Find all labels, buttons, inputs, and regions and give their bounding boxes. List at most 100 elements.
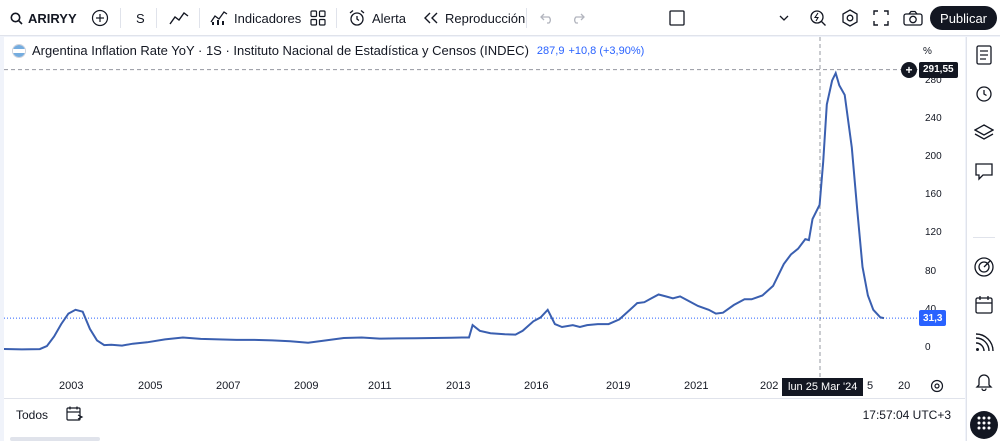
target-icon bbox=[973, 256, 995, 283]
horizontal-scrollbar[interactable] bbox=[10, 437, 100, 441]
chevron-down-icon bbox=[779, 14, 789, 22]
search-icon bbox=[10, 12, 23, 25]
last-value-label: 31,3 bbox=[923, 312, 943, 324]
argentina-flag-icon bbox=[12, 43, 26, 58]
line-chart-icon bbox=[169, 10, 189, 26]
interval-label: S bbox=[136, 10, 145, 26]
x-tick-label: 20 bbox=[898, 380, 911, 392]
replay-label: Reproducción bbox=[445, 10, 526, 26]
x-tick-label: 5 bbox=[867, 380, 874, 392]
settings-button[interactable] bbox=[841, 0, 859, 36]
clock-display[interactable]: 17:57:04 UTC+3 bbox=[863, 399, 951, 431]
fullscreen-button[interactable] bbox=[873, 0, 889, 36]
alert-label: Alerta bbox=[372, 10, 406, 26]
camera-icon bbox=[903, 10, 923, 26]
symbol-search-button[interactable]: ARIRYY bbox=[10, 0, 77, 36]
right-sidebar bbox=[966, 37, 1000, 441]
y-tick-label: 200 bbox=[925, 151, 942, 162]
x-tick-label: 2007 bbox=[216, 380, 241, 392]
toolbar-divider bbox=[156, 8, 157, 28]
calendar-range-icon bbox=[66, 406, 84, 425]
y-tick-label: 0 bbox=[925, 342, 931, 353]
legend-change: +10,8 (+3,90%) bbox=[568, 44, 645, 57]
legend-value: 287,9 bbox=[536, 44, 565, 57]
y-tick-label: 240 bbox=[925, 112, 942, 124]
indicators-icon bbox=[210, 10, 228, 26]
indicators-label: Indicadores bbox=[234, 10, 302, 26]
news-stream-button[interactable] bbox=[972, 332, 996, 357]
alarm-clock-icon bbox=[348, 9, 366, 27]
symbol-label: ARIRYY bbox=[28, 10, 77, 26]
layout-dropdown-button[interactable] bbox=[779, 0, 789, 36]
toolbar-divider bbox=[199, 8, 200, 28]
x-tick-label: 2013 bbox=[446, 380, 471, 392]
layouts-button[interactable] bbox=[310, 0, 326, 36]
chart-type-button[interactable] bbox=[169, 0, 189, 36]
chat-bubble-icon bbox=[974, 161, 994, 186]
indicators-button[interactable]: Indicadores bbox=[210, 0, 301, 36]
y-tick-label: 120 bbox=[925, 227, 942, 239]
interval-button[interactable]: S bbox=[136, 0, 145, 36]
gear-icon bbox=[841, 9, 859, 27]
y-tick-label: 280 bbox=[925, 74, 942, 86]
legend-title: Argentina Inflation Rate YoY · 1S · Inst… bbox=[32, 43, 529, 58]
redo-icon bbox=[570, 12, 586, 24]
x-tick-label: 2016 bbox=[524, 380, 549, 392]
snapshot-button[interactable] bbox=[903, 0, 923, 36]
x-tick-label: 2003 bbox=[59, 380, 84, 392]
price-chart[interactable] bbox=[4, 37, 965, 398]
crosshair-date-tag: lun 25 Mar '24 bbox=[782, 378, 864, 396]
x-tick-label: 2021 bbox=[684, 380, 709, 392]
object-tree-button[interactable] bbox=[972, 123, 996, 147]
apps-menu-button[interactable] bbox=[970, 411, 998, 439]
inflation-series-line bbox=[4, 70, 885, 351]
plus-circle-icon bbox=[91, 9, 109, 27]
crosshair-price-tag: 291,55 + bbox=[901, 61, 958, 78]
toolbar-divider bbox=[336, 8, 337, 28]
y-tick-label: 40 bbox=[925, 304, 936, 315]
y-tick-label: 160 bbox=[925, 189, 942, 201]
toolbar-divider bbox=[120, 8, 121, 28]
range-all-label: Todos bbox=[16, 408, 49, 422]
gear-icon bbox=[930, 379, 944, 397]
compare-symbol-button[interactable] bbox=[91, 0, 109, 36]
last-value-tag: 31,3 bbox=[919, 310, 947, 327]
layout-select-button[interactable] bbox=[669, 0, 685, 36]
add-alert-plus-icon[interactable]: + bbox=[901, 61, 917, 78]
chart-pane[interactable]: Argentina Inflation Rate YoY · 1S · Inst… bbox=[4, 37, 965, 398]
calendar-icon bbox=[974, 295, 994, 320]
alarm-clock-icon bbox=[974, 83, 994, 108]
top-toolbar: ARIRYY S Indicadores Alerta bbox=[0, 0, 1000, 36]
publish-button[interactable]: Publicar bbox=[930, 6, 997, 30]
hotlists-button[interactable] bbox=[972, 256, 996, 283]
go-to-date-button[interactable] bbox=[66, 399, 84, 431]
y-tick-label: 80 bbox=[925, 265, 937, 277]
chart-legend: Argentina Inflation Rate YoY · 1S · Inst… bbox=[12, 43, 644, 58]
bell-icon bbox=[974, 371, 994, 396]
sidebar-divider bbox=[973, 237, 995, 238]
redo-button[interactable] bbox=[570, 0, 586, 36]
notifications-button[interactable] bbox=[972, 371, 996, 395]
alert-button[interactable]: Alerta bbox=[348, 0, 406, 36]
toolbar-divider bbox=[526, 8, 527, 28]
watchlist-button[interactable] bbox=[972, 44, 996, 70]
calendar-button[interactable] bbox=[972, 295, 996, 319]
quick-search-button[interactable] bbox=[809, 0, 827, 36]
replay-button[interactable]: Reproducción bbox=[423, 0, 525, 36]
axis-settings-button[interactable] bbox=[930, 379, 944, 398]
rewind-icon bbox=[423, 12, 439, 24]
price-axis[interactable]: % 280 240 200 160 120 80 40 0 291,55 + 31,3 bbox=[901, 37, 965, 398]
chats-button[interactable] bbox=[972, 161, 996, 185]
x-tick-label: 2009 bbox=[294, 380, 319, 392]
lightning-search-icon bbox=[809, 9, 827, 27]
fullscreen-icon bbox=[873, 10, 889, 26]
alerts-panel-button[interactable] bbox=[972, 83, 996, 107]
x-tick-label: 2005 bbox=[138, 380, 163, 392]
grid-dots-icon bbox=[977, 416, 991, 435]
undo-button[interactable] bbox=[539, 0, 555, 36]
undo-icon bbox=[539, 12, 555, 24]
layers-icon bbox=[973, 123, 995, 147]
list-document-icon bbox=[975, 44, 993, 70]
range-all-button[interactable]: Todos bbox=[16, 399, 48, 431]
y-axis-unit: % bbox=[923, 46, 932, 57]
